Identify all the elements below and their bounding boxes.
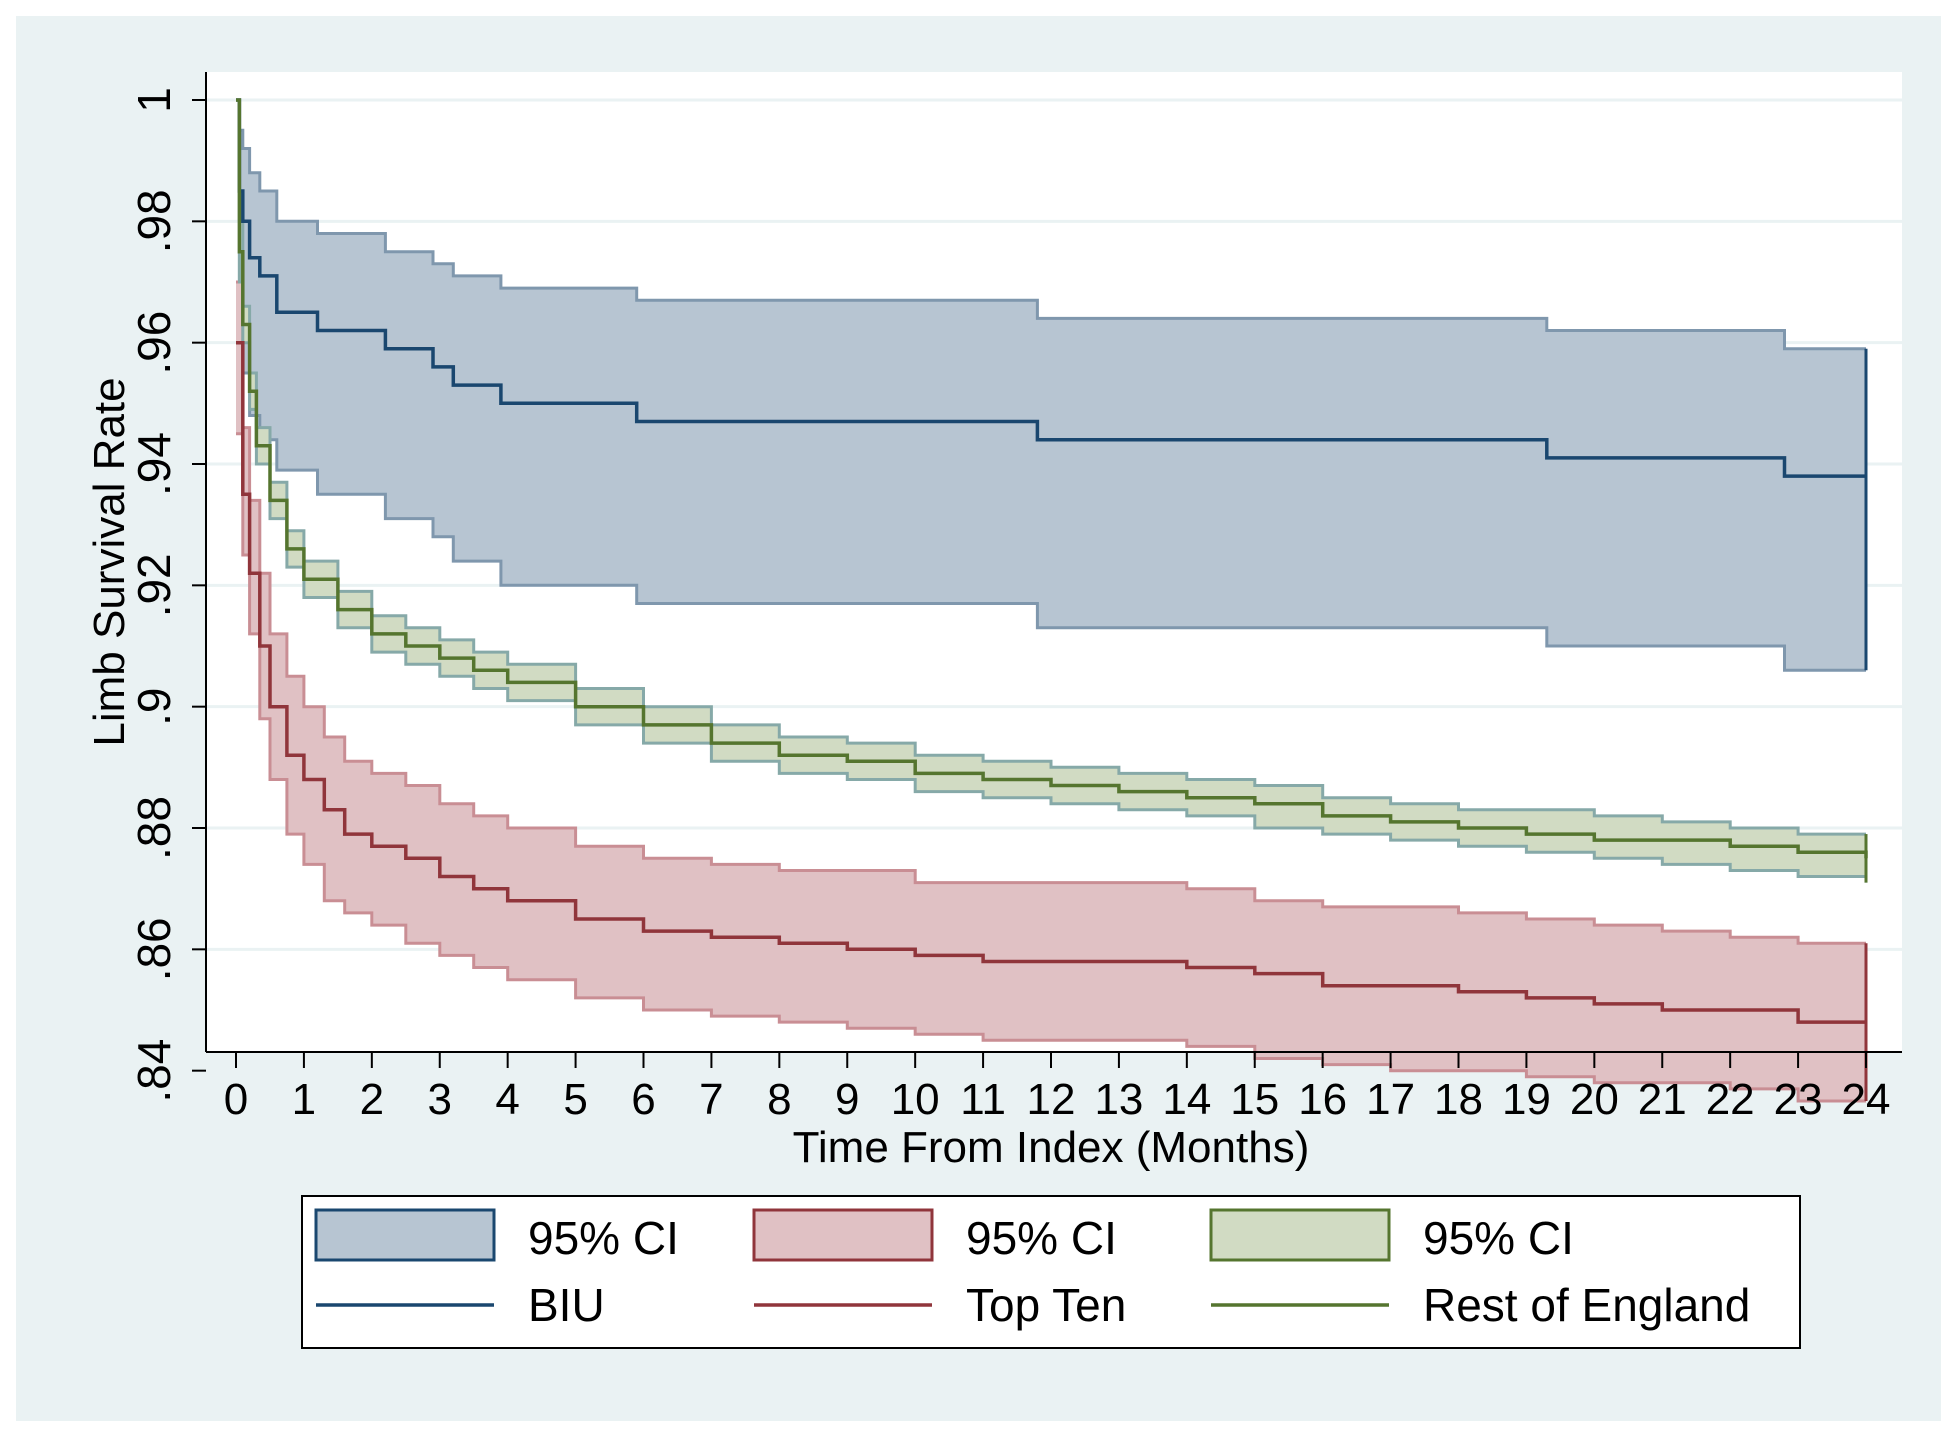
y-tick-label: .98 [128, 189, 180, 253]
x-tick-label: 22 [1706, 1075, 1755, 1124]
legend-label-ci: 95% CI [528, 1212, 679, 1264]
y-tick-label: .94 [128, 432, 180, 496]
y-tick-label: .86 [128, 917, 180, 981]
x-axis-title: Time From Index (Months) [793, 1123, 1310, 1172]
ci-upper-top-ten [236, 280, 1866, 945]
x-tick-label: 21 [1638, 1075, 1687, 1124]
ci-upper-biu [236, 98, 1866, 351]
x-tick-label: 2 [360, 1075, 384, 1124]
ci-band-top-ten [236, 282, 1866, 1101]
legend-swatch-ci-biu [314, 1208, 496, 1262]
y-tick-label: .92 [128, 553, 180, 617]
x-tick-label: 15 [1230, 1075, 1279, 1124]
x-tick-label: 8 [767, 1075, 791, 1124]
x-tick-label: 16 [1298, 1075, 1347, 1124]
y-axis-title: Limb Survival Rate [85, 377, 134, 746]
legend-label-ci: 95% CI [1423, 1212, 1574, 1264]
x-tick-label: 18 [1434, 1075, 1483, 1124]
x-tick-label: 9 [835, 1075, 859, 1124]
x-tick-label: 11 [960, 1075, 1006, 1124]
legend-label-rest-of-england: Rest of England [1423, 1279, 1750, 1331]
x-tick-label: 0 [224, 1075, 248, 1124]
legend-label-top-ten: Top Ten [966, 1279, 1126, 1331]
x-tick-label: 20 [1570, 1075, 1619, 1124]
x-tick-label: 1 [292, 1075, 316, 1124]
x-tick-label: 3 [428, 1075, 452, 1124]
y-tick-label: .9 [128, 687, 180, 725]
x-tick-label: 7 [699, 1075, 723, 1124]
x-tick-label: 10 [891, 1075, 940, 1124]
y-tick-label: .96 [128, 311, 180, 375]
chart-background: .84.86.88.9.92.94.96.98 1 0 1 2 3 4 5 6 7 8 9 10 11 12… [16, 16, 1941, 1421]
legend-swatch-ci-top-ten [752, 1208, 934, 1262]
legend-swatch-ci-rest-of-england [1209, 1208, 1391, 1262]
ci-lower-top-ten [236, 432, 1866, 1103]
survival-line-top-ten [236, 340, 1866, 1024]
x-tick-label: 12 [1027, 1075, 1076, 1124]
survival-line-biu [236, 98, 1866, 478]
x-tick-label: 14 [1162, 1075, 1211, 1124]
x-tick-label: 23 [1774, 1075, 1823, 1124]
x-tick-label: 24 [1842, 1075, 1891, 1124]
y-tick-label: 1 [128, 87, 180, 113]
confidence-bands [236, 98, 1868, 1103]
legend-label-ci: 95% CI [966, 1212, 1117, 1264]
x-tick-label: 17 [1366, 1075, 1415, 1124]
x-tick-label: 13 [1094, 1075, 1143, 1124]
survival-lines [236, 98, 1868, 1024]
legend-box [301, 1195, 1801, 1349]
ci-band-biu [236, 100, 1866, 671]
legend-label-biu: BIU [528, 1279, 605, 1331]
x-tick-label: 5 [563, 1075, 587, 1124]
legend: 95% CI BIU 95% CI Top Ten 95% CI Rest of Engl… [301, 1195, 1801, 1349]
x-tick-label: 19 [1502, 1075, 1551, 1124]
y-tick-label: .88 [128, 796, 180, 860]
x-tick-label: 4 [495, 1075, 519, 1124]
y-tick-label: .84 [128, 1039, 180, 1103]
survival-line-rest-of-england [236, 98, 1868, 859]
x-tick-label: 6 [631, 1075, 655, 1124]
